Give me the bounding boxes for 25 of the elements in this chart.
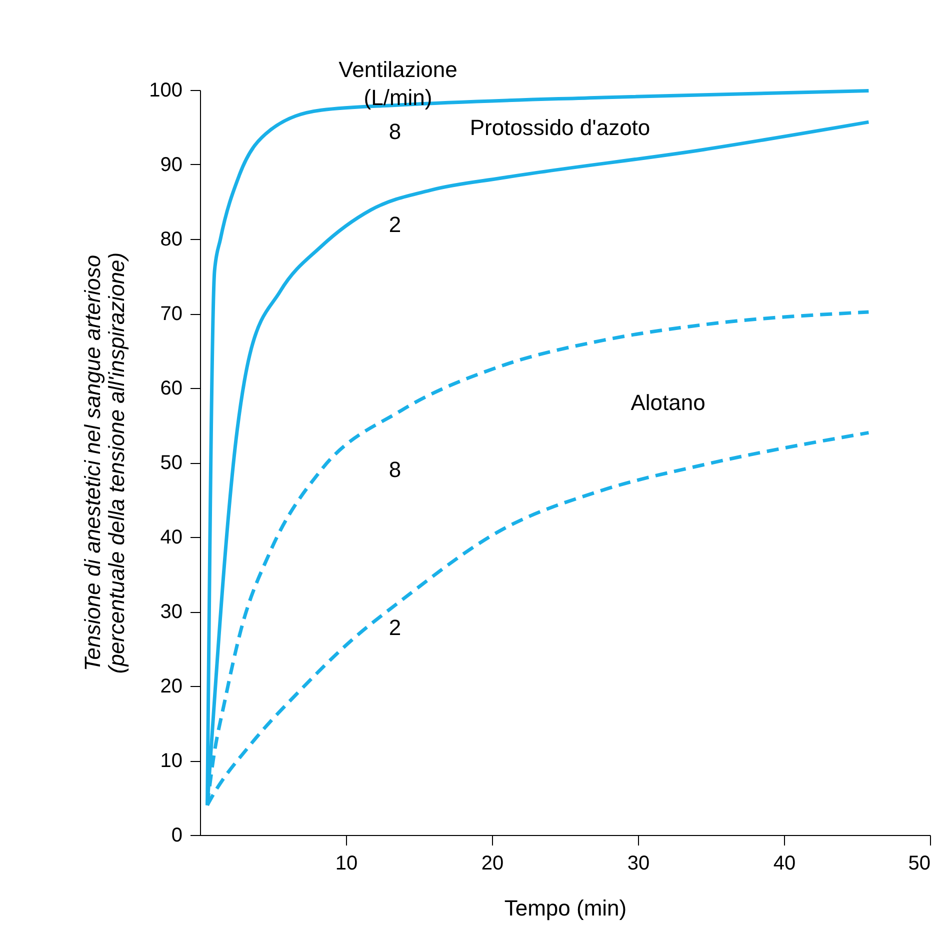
y-tick-label: 90: [160, 154, 182, 176]
y-tick-label: 10: [160, 750, 182, 772]
y-tick-label: 20: [160, 676, 182, 698]
annotation: 2: [388, 212, 402, 237]
annotation: Ventilazione (L/min): [338, 57, 458, 110]
y-tick-label: 0: [171, 824, 182, 846]
x-tick-label: 40: [773, 852, 796, 874]
y-axis-title: Tensione di anestetici nel sangue arterioso (percentuale della tensione all'inspirazione): [80, 252, 130, 674]
y-tick-label: 40: [160, 526, 182, 548]
y-tick-label: 60: [160, 378, 182, 400]
annotation: 2: [388, 615, 402, 640]
y-tick-label: 80: [160, 228, 182, 250]
y-tick-label: 50: [160, 452, 182, 474]
y-tick-label: 30: [160, 601, 182, 623]
x-axis-title: Tempo (min): [504, 896, 627, 920]
x-tick-label: 50: [908, 852, 930, 874]
x-tick-label: 20: [481, 852, 504, 874]
annotation: Alotano: [630, 390, 706, 415]
annotation: Protossido d'azoto: [470, 115, 650, 140]
annotation: 8: [388, 119, 402, 144]
y-tick-label: 70: [160, 303, 182, 325]
x-tick-label: 30: [627, 852, 650, 874]
annotation: 8: [388, 457, 402, 482]
x-tick-label: 10: [335, 852, 358, 874]
y-tick-label: 100: [149, 80, 182, 102]
